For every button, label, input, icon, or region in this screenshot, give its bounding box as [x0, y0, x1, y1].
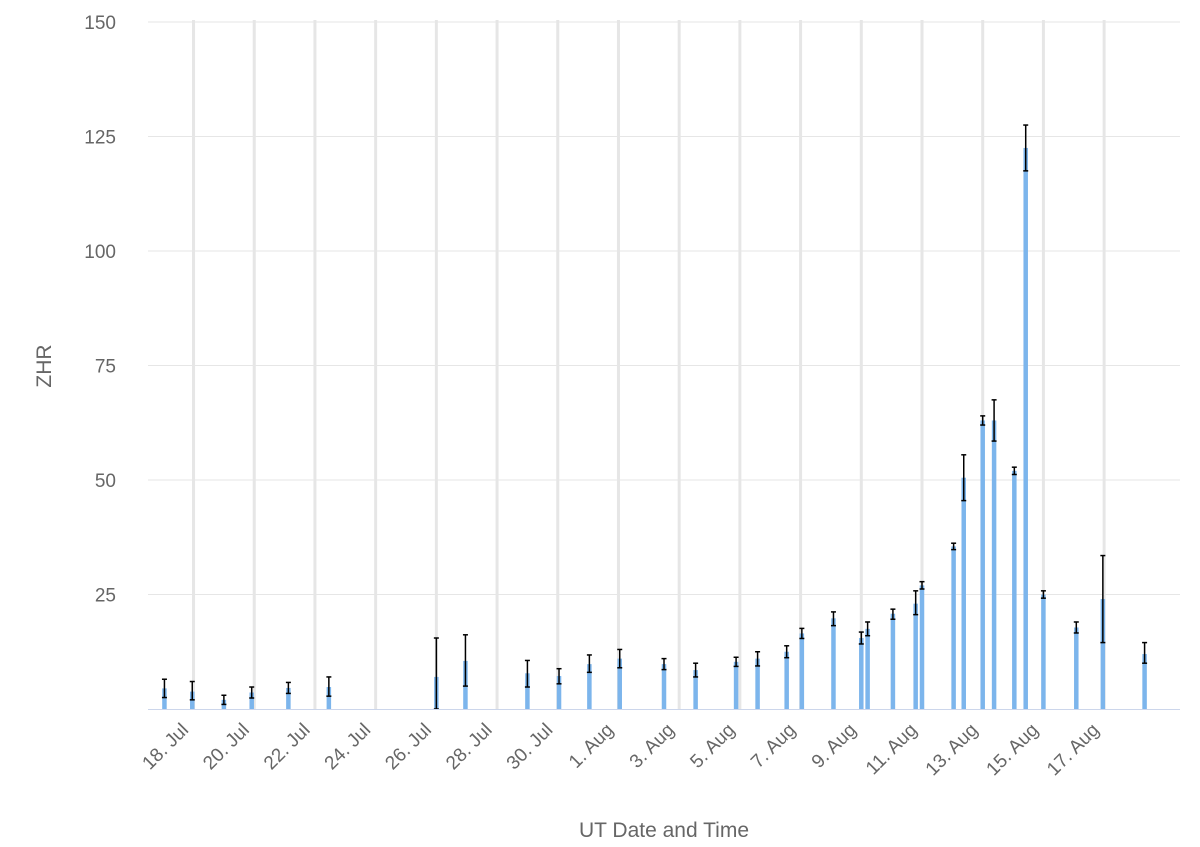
bar: [326, 687, 332, 709]
x-tick-label: 5. Aug: [686, 720, 739, 773]
error-bar: [1011, 466, 1017, 476]
bar: [556, 676, 562, 709]
error-bar: [249, 686, 255, 699]
x-tick-label: 30. Jul: [503, 720, 557, 774]
y-tick-label: 125: [84, 128, 116, 149]
error-bar: [951, 542, 957, 551]
bar: [617, 658, 622, 709]
error-bar: [617, 648, 623, 669]
x-tick-label: 22. Jul: [260, 720, 314, 774]
error-bar: [733, 656, 739, 668]
error-bar: [980, 415, 986, 426]
x-tick-label: 26. Jul: [381, 720, 435, 774]
x-tick-label: 3. Aug: [626, 720, 679, 773]
error-bar: [586, 654, 592, 674]
bar: [831, 618, 836, 709]
bar: [1142, 654, 1147, 709]
error-bar: [221, 694, 227, 706]
x-tick-label: 17. Aug: [1043, 720, 1103, 780]
error-bar: [661, 657, 667, 671]
error-bar: [1100, 554, 1106, 644]
bar: [961, 477, 966, 709]
error-bar: [913, 590, 919, 616]
bar: [1100, 599, 1106, 709]
x-tick-label: 24. Jul: [321, 720, 375, 774]
x-tick-label: 15. Aug: [983, 720, 1043, 780]
y-gridlines: [148, 21, 1180, 595]
error-bar: [858, 631, 864, 645]
error-bar: [1073, 621, 1079, 634]
x-gridlines: [192, 20, 1106, 709]
error-bar: [524, 659, 530, 688]
error-bar: [865, 621, 871, 637]
bar: [162, 688, 167, 709]
bar: [980, 420, 985, 709]
error-bar: [799, 627, 805, 640]
error-bar: [961, 454, 967, 502]
bar: [784, 651, 789, 709]
error-bar: [784, 645, 790, 659]
error-bar: [1040, 590, 1046, 599]
bar-series: [162, 147, 1147, 709]
x-tick-label: 9. Aug: [808, 720, 861, 773]
y-axis-ticks: 25 50 75 100 125 150: [84, 13, 116, 607]
y-tick-label: 150: [84, 13, 116, 34]
error-bar: [189, 680, 195, 701]
bar: [991, 420, 997, 709]
error-bar: [556, 667, 562, 685]
y-tick-label: 100: [84, 242, 116, 263]
error-bar: [285, 681, 291, 695]
error-bar: [755, 651, 761, 667]
bar: [951, 546, 956, 709]
error-bar: [830, 611, 836, 627]
x-axis-title: UT Date and Time: [579, 819, 749, 842]
bar: [919, 585, 925, 709]
x-tick-label: 1. Aug: [565, 720, 618, 773]
bar: [859, 638, 864, 709]
y-axis-title: ZHR: [33, 344, 56, 387]
bar: [1074, 627, 1079, 709]
bar: [1023, 147, 1028, 709]
bar: [286, 687, 291, 709]
bar: [755, 658, 760, 709]
y-tick-label: 75: [95, 357, 116, 378]
bar: [587, 664, 592, 709]
error-bar: [1023, 124, 1029, 172]
bar: [525, 673, 530, 709]
bar: [865, 628, 870, 709]
x-axis-ticks: 18. Jul 20. Jul 22. Jul 24. Jul 26. Jul 28. J…: [139, 720, 1104, 780]
bar: [890, 613, 896, 709]
bar: [799, 633, 805, 709]
bar: [733, 661, 739, 709]
error-bar: [161, 678, 167, 699]
bar: [913, 603, 918, 709]
error-bar-series: [161, 124, 1148, 710]
bar: [249, 692, 254, 709]
bar: [693, 670, 698, 709]
y-tick-label: 25: [95, 586, 116, 607]
bar: [1041, 594, 1046, 709]
x-tick-label: 20. Jul: [199, 720, 253, 774]
x-tick-label: 18. Jul: [139, 720, 193, 774]
y-tick-label: 50: [95, 471, 116, 492]
bar: [661, 664, 667, 709]
error-bar: [890, 608, 896, 620]
error-bar: [693, 662, 699, 678]
error-bar: [462, 634, 468, 687]
error-bar: [1142, 641, 1148, 664]
x-tick-label: 7. Aug: [747, 720, 800, 773]
x-tick-label: 13. Aug: [922, 720, 982, 780]
x-tick-label: 11. Aug: [862, 720, 921, 779]
bar: [1012, 470, 1017, 709]
error-bar: [326, 676, 332, 697]
error-bar: [991, 399, 997, 442]
x-tick-label: 28. Jul: [442, 720, 496, 774]
error-bar: [919, 580, 925, 590]
